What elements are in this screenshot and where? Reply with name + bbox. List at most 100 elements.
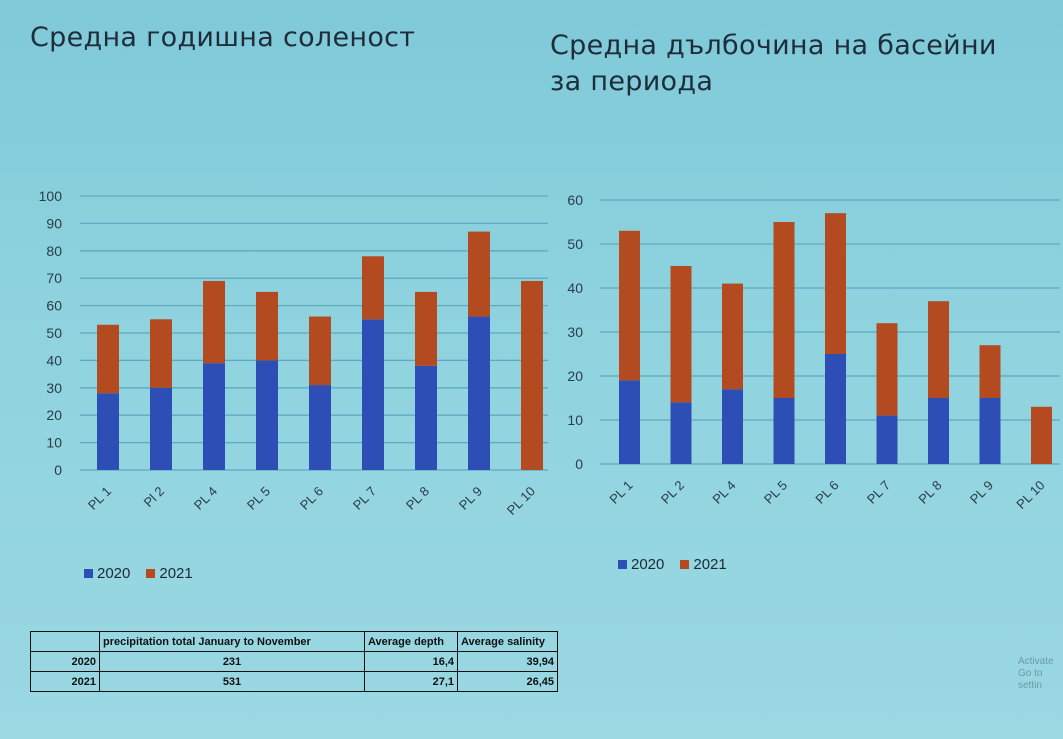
salinity-bar-2021 (362, 256, 384, 320)
depth-ytick-label: 20 (567, 368, 583, 384)
depth-bar-2020 (825, 354, 846, 464)
salinity-ytick-label: 80 (46, 243, 62, 259)
table-row: 2021 531 27,1 26,45 (30, 671, 558, 692)
salinity-ytick-label: 40 (46, 352, 62, 368)
watermark-line2: Go to settin (1018, 668, 1043, 691)
legend-swatch-2020 (618, 560, 627, 569)
salinity-ytick-label: 100 (39, 188, 63, 204)
stats-table: precipitation total January to November … (30, 631, 558, 692)
stats-year: 2021 (30, 671, 100, 692)
depth-bar-2021 (928, 301, 949, 398)
salinity-xtick-label: PL 8 (403, 484, 432, 513)
stats-header-precipitation: precipitation total January to November (99, 631, 365, 652)
stats-salinity: 26,45 (457, 671, 558, 692)
salinity-bar-2020 (415, 365, 437, 470)
depth-bar-2021 (876, 323, 898, 416)
salinity-xtick-label: PL 5 (244, 484, 273, 513)
legend-label-2021: 2021 (693, 556, 727, 573)
depth-bar-2020 (876, 415, 898, 464)
table-row: 2020 231 16,4 39,94 (30, 651, 558, 672)
salinity-bar-2020 (256, 360, 278, 470)
depth-chart-title: Средна дълбочина на басейни за периода (550, 30, 997, 97)
salinity-bar-2021 (415, 291, 437, 366)
stats-header-empty (30, 631, 100, 652)
depth-ytick-label: 50 (567, 236, 583, 252)
salinity-chart-title: Средна годишна соленост (30, 22, 416, 53)
depth-bar-2021 (670, 266, 692, 403)
depth-bar-2020 (928, 398, 949, 464)
salinity-xtick-label: PL 4 (191, 484, 220, 513)
salinity-ytick-label: 10 (46, 435, 62, 451)
depth-bar-2020 (619, 380, 640, 464)
stats-header-depth: Average depth (364, 631, 458, 652)
stats-depth: 27,1 (364, 671, 458, 692)
salinity-bar-2021 (97, 324, 119, 394)
salinity-bar-2021 (150, 319, 172, 388)
depth-xtick-label: PL 8 (915, 478, 944, 507)
salinity-bar-2021 (309, 316, 331, 386)
salinity-bar-2021 (521, 280, 543, 470)
stats-salinity: 39,94 (457, 651, 558, 672)
depth-xtick-label: PL 9 (967, 478, 996, 507)
depth-xtick-label: PL 2 (658, 478, 687, 507)
salinity-xtick-label: PL 10 (504, 484, 538, 518)
legend-label-2020: 2020 (97, 565, 131, 582)
salinity-bar-2020 (150, 387, 172, 470)
depth-bar-2021 (773, 222, 795, 398)
legend-label-2020: 2020 (631, 556, 665, 573)
salinity-bar-2020 (97, 393, 119, 470)
salinity-xtick-label: PL 9 (456, 484, 485, 513)
salinity-ytick-label: 30 (46, 380, 62, 396)
salinity-ytick-label: 60 (46, 298, 62, 314)
stats-depth: 16,4 (364, 651, 458, 672)
depth-bar-2021 (979, 345, 1001, 398)
depth-bar-2021 (722, 283, 743, 390)
salinity-ytick-label: 20 (46, 407, 62, 423)
depth-bar-2021 (619, 230, 640, 381)
salinity-xtick-label: PL 1 (85, 484, 114, 513)
depth-bar-2020 (722, 389, 743, 464)
salinity-bar-2020 (468, 316, 490, 470)
depth-ytick-label: 40 (567, 280, 583, 296)
salinity-bar-2020 (309, 385, 331, 470)
depth-bar-2021 (825, 213, 846, 354)
depth-ytick-label: 60 (567, 192, 583, 208)
depth-bar-2020 (670, 402, 692, 464)
legend-item-2021: 2021 (680, 556, 727, 573)
depth-ytick-label: 0 (575, 456, 583, 472)
depth-xtick-label: PL 5 (761, 478, 790, 507)
legend-item-2020: 2020 (84, 565, 130, 582)
salinity-ytick-label: 50 (46, 325, 62, 341)
salinity-xtick-label: PL 7 (350, 484, 379, 513)
salinity-xtick-label: PL 6 (297, 484, 326, 513)
depth-xtick-label: PL 1 (606, 478, 635, 507)
salinity-xtick-label: Pl 2 (141, 484, 167, 510)
watermark-line1: Activate (1018, 656, 1054, 667)
salinity-bar-2020 (203, 363, 225, 470)
stats-header-row: precipitation total January to November … (30, 631, 558, 652)
depth-bar-2020 (773, 398, 795, 464)
stats-year: 2020 (30, 651, 100, 672)
depth-xtick-label: PL 6 (812, 478, 841, 507)
stats-precipitation: 531 (99, 671, 365, 692)
depth-xtick-label: PL 10 (1013, 478, 1047, 512)
salinity-legend: 2020 2021 (84, 565, 193, 582)
salinity-ytick-label: 90 (46, 215, 62, 231)
depth-legend: 2020 2021 (618, 556, 727, 573)
depth-xtick-label: PL 4 (709, 478, 738, 507)
salinity-bar-2021 (256, 291, 278, 361)
salinity-bar-2021 (203, 280, 225, 364)
legend-swatch-2021 (146, 569, 156, 578)
stats-precipitation: 231 (99, 651, 365, 672)
legend-label-2021: 2021 (159, 565, 193, 582)
depth-bar-2020 (979, 398, 1001, 464)
depth-ytick-label: 30 (567, 324, 583, 340)
salinity-ytick-label: 70 (46, 270, 62, 286)
depth-bar-2021 (1031, 406, 1052, 464)
legend-swatch-2021 (680, 560, 690, 569)
salinity-bar-2020 (362, 319, 384, 470)
salinity-ytick-label: 0 (54, 462, 62, 478)
legend-swatch-2020 (84, 569, 93, 578)
salinity-bar-2021 (468, 231, 490, 317)
